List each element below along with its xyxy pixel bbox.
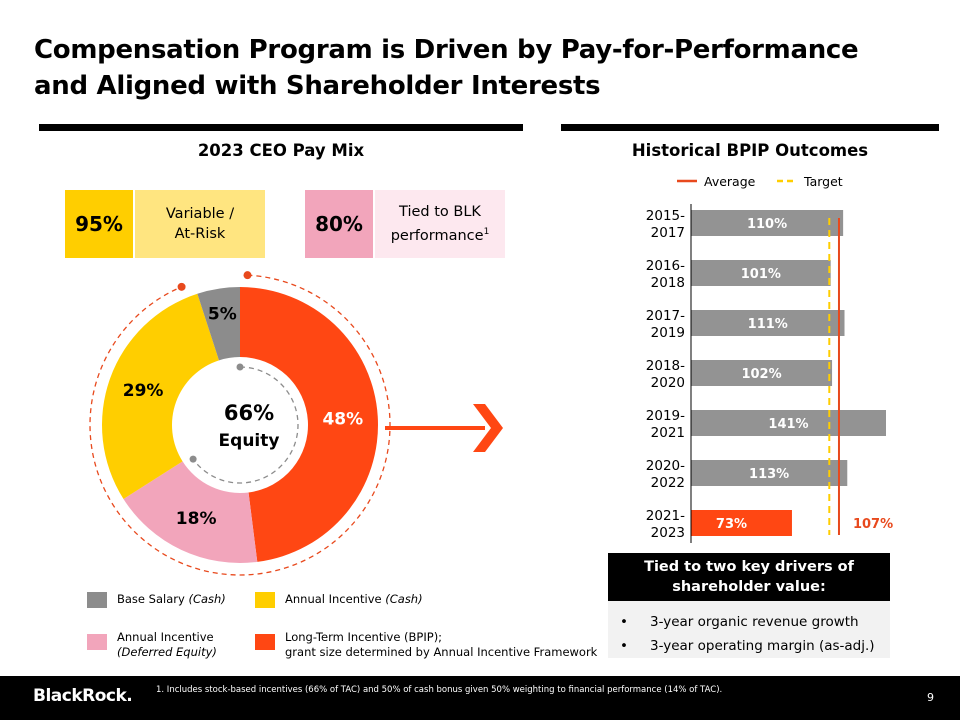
- bpip-category-label: 2019-: [646, 408, 685, 424]
- left-section-rule: [39, 124, 523, 131]
- bullet-dot: •: [620, 638, 628, 654]
- right-section-rule: [561, 124, 939, 131]
- footnote-text: 1. Includes stock-based incentives (66% …: [156, 685, 723, 695]
- equity-outer-dashed-arc: [89, 274, 391, 576]
- donut-slice-label: 29%: [123, 381, 164, 401]
- inner-arc-end-dot: [236, 363, 244, 371]
- bpip-bar-chart: Average Target 110%2015-2017101%2016-201…: [646, 174, 893, 543]
- legend-ltip-detail: grant size determined by Annual Incentiv…: [285, 645, 598, 659]
- donut-slice-label: 5%: [208, 304, 237, 324]
- donut-slice-annual_cash: [101, 293, 219, 499]
- legend-swatch-annual-incentive: [255, 592, 275, 608]
- blk-performance-pct: 80%: [315, 212, 363, 236]
- legend-annual-incentive-name: Annual Incentive: [285, 592, 382, 606]
- legend-annual-deferred-name: Annual Incentive: [117, 630, 214, 644]
- blk-performance-label-line2: performance: [390, 227, 484, 244]
- legend-ltip-name: Long-Term Incentive (BPIP);: [285, 630, 443, 644]
- variable-label-line1: Variable /: [165, 206, 235, 222]
- pay-mix-donut-chart: 48% 18% 29% 5% 66% Equity: [89, 271, 391, 576]
- legend-swatch-base-salary: [87, 592, 107, 608]
- bpip-category-label: 2021: [651, 425, 685, 441]
- callout-bullet-text: 3-year organic revenue growth: [650, 614, 859, 630]
- slide-title-line2: and Aligned with Shareholder Interests: [34, 71, 601, 101]
- bpip-bar: [691, 360, 833, 386]
- legend-annual-deferred: Annual Incentive (Deferred Equity): [87, 630, 217, 660]
- bpip-bar: [691, 310, 845, 336]
- blackrock-logo: BlackRock.: [33, 686, 133, 706]
- legend-annual-deferred-qualifier: (Deferred Equity): [117, 645, 217, 659]
- bpip-bar: [691, 460, 848, 486]
- bpip-bar: [691, 210, 844, 236]
- average-legend-label: Average: [704, 174, 756, 189]
- bpip-category-label: 2021-: [646, 508, 685, 524]
- legend-ltip: Long-Term Incentive (BPIP); grant size d…: [255, 630, 597, 660]
- bpip-heading: Historical BPIP Outcomes: [631, 141, 869, 160]
- blk-performance-pct-box: 80%: [305, 190, 373, 258]
- legend-annual-incentive-qualifier: (Cash): [385, 592, 423, 606]
- bpip-category-label: 2019: [651, 325, 685, 341]
- callout-bullet: • 3-year organic revenue growth: [608, 610, 890, 634]
- arrow-right-icon: [385, 404, 503, 452]
- bpip-category-label: 2015-: [646, 208, 685, 224]
- legend-base-salary-name: Base Salary: [117, 592, 185, 606]
- footnote-marker: 1: [483, 227, 490, 238]
- blk-performance-label-box: Tied to BLK performance1: [375, 190, 505, 258]
- bpip-category-label: 2016-: [646, 258, 685, 274]
- donut-slice-base_salary: [197, 287, 240, 361]
- donut-center-text: Equity: [219, 431, 280, 451]
- page-number: 9: [927, 691, 934, 704]
- blk-performance-label-line1: Tied to BLK: [399, 204, 481, 221]
- bpip-category-label: 2017: [651, 225, 685, 241]
- callout-heading-line1: Tied to two key drivers of: [644, 559, 854, 575]
- bpip-bar: [691, 510, 792, 536]
- bpip-bar-value-label: 102%: [741, 367, 781, 382]
- bpip-bar-value-label: 101%: [741, 267, 781, 282]
- bpip-bar: [691, 260, 831, 286]
- donut-center-value: 66%: [224, 401, 274, 425]
- legend-base-salary-qualifier: (Cash): [188, 592, 226, 606]
- bpip-category-label: 2018: [651, 275, 685, 291]
- bpip-category-label: 2023: [651, 525, 685, 541]
- bpip-bar: [691, 410, 886, 436]
- donut-slice-label: 48%: [322, 410, 363, 430]
- bpip-category-label: 2020-: [646, 458, 685, 474]
- bpip-category-label: 2017-: [646, 308, 685, 324]
- legend-base-salary: Base Salary (Cash): [87, 592, 226, 608]
- callout-bullet: • 3-year operating margin (as-adj.): [608, 634, 890, 658]
- bpip-average-label: 107%: [853, 517, 893, 532]
- bpip-bar-value-label: 110%: [747, 217, 787, 232]
- inner-arc-end-dot: [189, 455, 197, 463]
- callout-body: • 3-year organic revenue growth • 3-year…: [608, 601, 890, 658]
- callout-heading-line2: shareholder value:: [672, 579, 826, 595]
- bpip-bar-value-label: 113%: [749, 467, 789, 482]
- slide-title-line1: Compensation Program is Driven by Pay-fo…: [34, 35, 859, 65]
- legend-swatch-annual-deferred: [87, 634, 107, 650]
- legend-swatch-ltip: [255, 634, 275, 650]
- pay-mix-heading: 2023 CEO Pay Mix: [197, 141, 365, 160]
- slide-title: Compensation Program is Driven by Pay-fo…: [34, 32, 934, 104]
- callout-heading: Tied to two key drivers of shareholder v…: [608, 553, 890, 601]
- variable-label-line2: At-Risk: [174, 226, 226, 242]
- outer-arc-end-dot: [243, 271, 252, 280]
- target-legend-label: Target: [803, 174, 843, 189]
- outer-arc-end-dot: [177, 282, 186, 291]
- bpip-category-label: 2018-: [646, 358, 685, 374]
- callout-bullet-text: 3-year operating margin (as-adj.): [650, 638, 875, 654]
- variable-label-box: Variable / At-Risk: [135, 190, 265, 258]
- footer-bar: BlackRock. 1. Includes stock-based incen…: [0, 676, 960, 720]
- bpip-category-label: 2022: [651, 475, 685, 491]
- bpip-bar-value-label: 141%: [768, 417, 808, 432]
- bullet-dot: •: [620, 614, 628, 630]
- bpip-bar-value-label: 111%: [748, 317, 788, 332]
- equity-inner-dashed-arc: [192, 366, 299, 484]
- bpip-bar-value-label: 73%: [716, 517, 747, 532]
- legend-annual-incentive: Annual Incentive (Cash): [255, 592, 423, 608]
- donut-slice-ltip: [240, 287, 379, 562]
- donut-slice-label: 18%: [176, 509, 217, 529]
- variable-pct-box: 95%: [65, 190, 133, 258]
- donut-slice-deferred_equity: [123, 461, 258, 563]
- variable-pct: 95%: [75, 212, 123, 236]
- bpip-category-label: 2020: [651, 375, 685, 391]
